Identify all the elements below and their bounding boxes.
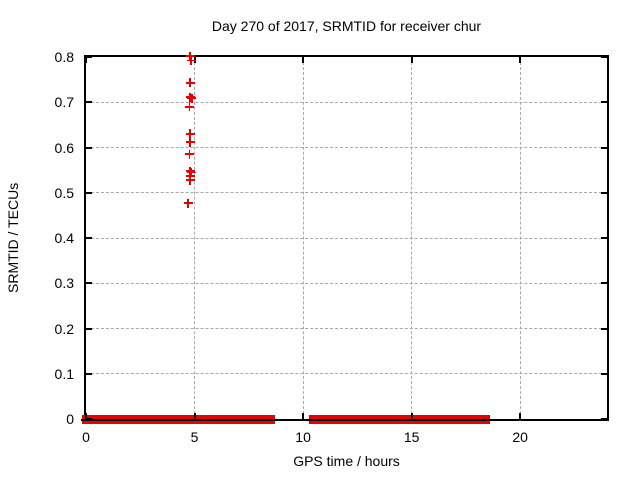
y-tick-left [86,237,92,239]
x-tick-top [410,57,413,63]
y-tick-label: 0.6 [54,139,74,156]
y-tick-label: 0.8 [54,49,74,65]
y-tick-right [601,191,607,194]
y-tick-label: 0 [66,411,74,427]
y-tick-right [601,101,607,104]
data-point-marker [187,93,197,103]
y-tick-label: 0.1 [54,365,74,382]
y-tick-left [86,372,92,375]
y-tick-left [86,191,92,194]
y-gridline [86,328,607,329]
y-tick-left [86,56,92,58]
x-tick-bottom [193,413,196,419]
x-tick-label: 15 [403,429,420,445]
data-point-marker [186,56,196,66]
y-gridline [86,192,607,194]
data-point-marker [185,166,195,176]
y-tick-label: 0.3 [54,275,74,292]
y-gridline [86,101,607,103]
data-point-marker [185,78,195,88]
data-point-marker [185,129,195,139]
y-tick-right [601,282,607,285]
x-tick-top [85,57,87,63]
y-gridline [86,282,607,284]
y-tick-label: 0.2 [54,320,74,337]
x-axis-line [81,419,609,421]
data-point-marker [185,51,195,61]
x-tick-top [519,57,522,63]
chart-title: Day 270 of 2017, SRMTID for receiver chu… [211,18,482,34]
plot-area [81,51,609,424]
y-axis-title: SRMTID / TECUs [5,182,21,294]
y-tick-label: 0.7 [54,94,74,111]
y-tick-left [86,327,92,330]
data-point-marker [184,102,194,112]
data-point-marker [185,175,195,185]
x-tick-label: 10 [295,429,311,445]
x-tick-bottom [302,413,305,419]
x-tick-label: 20 [512,429,528,445]
y-tick-right [601,372,607,375]
y-gridline [86,147,607,148]
x-tick-label: 5 [190,429,199,445]
y-tick-right [601,146,607,149]
data-point-marker [185,137,195,147]
x-axis-title: GPS time / hours [293,453,400,469]
y-tick-left [86,101,92,104]
data-point-marker [185,92,195,102]
y-tick-right [601,56,607,58]
data-point-marker [184,149,194,159]
y-tick-label: 0.4 [54,230,74,246]
x-tick-top [302,57,305,63]
x-tick-label: 0 [82,429,90,445]
data-point-marker [183,198,193,208]
y-tick-right [601,327,607,330]
x-tick-bottom [410,413,413,419]
x-tick-bottom [85,413,87,419]
y-tick-right [601,237,607,239]
x-tick-bottom [519,413,522,419]
y-tick-label: 0.5 [54,184,74,201]
y-gridline [86,237,607,239]
y-gridline [86,373,607,375]
y-tick-left [86,282,92,285]
y-tick-left [86,146,92,149]
